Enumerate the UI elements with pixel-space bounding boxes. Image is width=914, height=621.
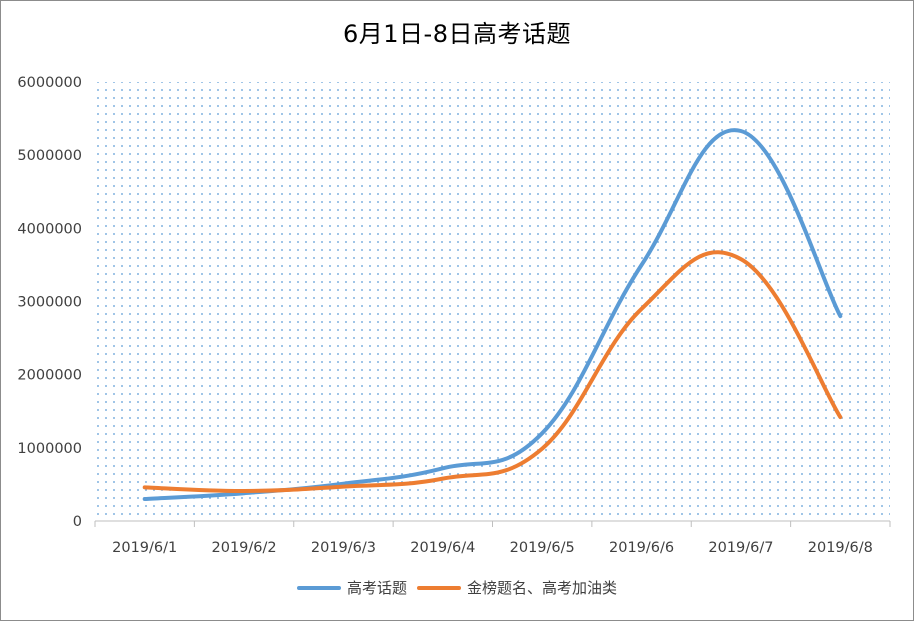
legend-label-series-1: 高考话题 — [346, 579, 407, 597]
legend-item-series-1: 高考话题 — [296, 577, 407, 598]
x-tick-label: 2019/6/8 — [808, 540, 873, 556]
legend-swatch-series-2 — [417, 585, 461, 590]
y-tick-label: 4000000 — [17, 221, 82, 237]
x-tick-label: 2019/6/3 — [311, 540, 376, 556]
series-line-2 — [142, 250, 843, 494]
y-tick-label: 3000000 — [17, 295, 82, 311]
y-tick-label: 0 — [73, 514, 82, 530]
legend: 高考话题 金榜题名、高考加油类 — [0, 577, 914, 598]
x-tick-label: 2019/6/6 — [609, 540, 674, 556]
y-tick-label: 2000000 — [17, 368, 82, 384]
y-tick-label: 1000000 — [17, 441, 82, 457]
plot-area — [95, 82, 890, 521]
x-tick-label: 2019/6/1 — [112, 540, 177, 556]
x-tick-label: 2019/6/7 — [708, 540, 773, 556]
y-tick-label: 5000000 — [17, 148, 82, 164]
legend-label-series-2: 金榜题名、高考加油类 — [467, 579, 618, 597]
y-tick-label: 6000000 — [17, 75, 82, 91]
legend-swatch-series-1 — [296, 585, 341, 590]
x-tick-label: 2019/6/5 — [510, 540, 575, 556]
legend-item-series-2: 金榜题名、高考加油类 — [417, 577, 617, 598]
chart-title: 6月1日-8日高考话题 — [343, 20, 571, 48]
x-tick-label: 2019/6/2 — [212, 540, 277, 556]
x-tick-label: 2019/6/4 — [410, 540, 475, 556]
